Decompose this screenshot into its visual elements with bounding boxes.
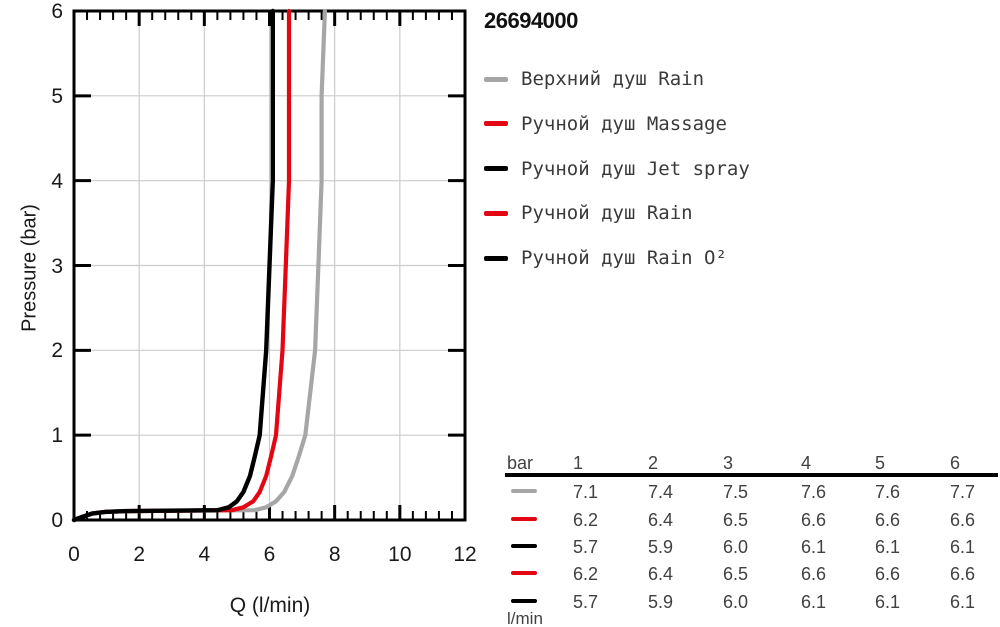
legend-item: Верхний душ Rain — [484, 68, 704, 90]
table-header-rule — [505, 473, 998, 477]
product-number-title: 26694000 — [484, 8, 578, 33]
table-column-header: 3 — [723, 453, 734, 473]
flow-rate-table: bar 1 2 3 4 5 6 7.1 7.4 7.5 7.6 7.6 7.7 6.2 6.4 6.5 6.6 6… — [505, 448, 998, 627]
y-tick-label: 2 — [51, 339, 63, 363]
y-tick-label: 3 — [51, 254, 63, 278]
x-tick-label: 8 — [328, 543, 341, 566]
table-corner-header-bar: bar — [507, 453, 534, 473]
legend-item-label: Ручной душ Massage — [521, 112, 727, 135]
table-cell-value: 7.6 — [875, 482, 901, 502]
table-row-line-swatch — [511, 489, 537, 493]
table-cell-value: 5.9 — [648, 537, 674, 557]
table-cell-value: 6.1 — [801, 537, 827, 557]
table-column-header: 4 — [801, 453, 812, 473]
table-cell-value: 6.6 — [950, 509, 976, 530]
y-tick-label: 1 — [51, 424, 63, 448]
table-cell-value: 6.6 — [950, 564, 976, 584]
table-cell-value: 5.7 — [573, 537, 599, 557]
x-tick-label: 12 — [453, 543, 477, 566]
x-tick-label: 4 — [198, 543, 211, 566]
table-cell-value: 7.4 — [648, 482, 674, 502]
legend-item-label: Ручной душ Rain — [521, 202, 693, 225]
table-cell-value: 5.9 — [648, 591, 674, 612]
legend-item: Ручной душ Massage — [484, 113, 727, 135]
table-cell-value: 6.5 — [723, 564, 749, 584]
legend-line-swatch — [484, 121, 508, 127]
legend-item-label: Ручной душ Rain O² — [521, 247, 727, 269]
legend-item: Ручной душ Rain O² — [484, 247, 727, 269]
table-unit-footer: l/min — [507, 609, 543, 627]
table-cell-value: 7.7 — [950, 482, 976, 502]
flow-pressure-chart — [71, 8, 467, 523]
flow-curve-2 — [71, 8, 275, 523]
table-cell-value: 6.4 — [648, 509, 674, 530]
table-column-header: 6 — [950, 453, 961, 473]
table-row-line-swatch — [511, 516, 537, 521]
table-cell-value: 6.1 — [801, 591, 827, 612]
table-cell-value: 6.4 — [648, 564, 674, 584]
y-axis-label: Pressure (bar) — [18, 204, 41, 332]
table-cell-value: 5.7 — [573, 591, 599, 612]
x-axis-label: Q (l/min) — [229, 594, 311, 617]
table-row-line-swatch — [511, 544, 537, 548]
table-cell-value: 6.6 — [875, 509, 901, 530]
legend-line-swatch — [484, 210, 508, 216]
table-row-line-swatch — [511, 571, 537, 575]
table-cell-value: 6.6 — [875, 564, 901, 584]
table-cell-value: 6.1 — [875, 537, 901, 557]
y-tick-label: 6 — [51, 0, 63, 23]
table-cell-value: 6.1 — [950, 591, 976, 612]
table-cell-value: 6.6 — [801, 509, 827, 530]
table-cell-value: 7.5 — [723, 482, 749, 502]
legend-item-label: Верхний душ Rain — [521, 68, 705, 90]
table-column-header: 5 — [875, 453, 886, 473]
table-cell-value: 6.2 — [573, 509, 599, 530]
legend-line-swatch — [484, 76, 508, 82]
table-column-header: 2 — [648, 453, 659, 473]
table-cell-value: 6.0 — [723, 537, 749, 557]
y-tick-label: 4 — [51, 169, 63, 193]
legend-line-swatch — [484, 166, 508, 171]
x-tick-label: 2 — [133, 543, 145, 566]
table-cell-value: 6.0 — [723, 591, 749, 612]
legend-item-label: Ручной душ Jet spray — [521, 157, 750, 180]
table-cell-value: 7.1 — [573, 482, 599, 502]
legend-item: Ручной душ Rain — [484, 202, 693, 224]
x-tick-label: 0 — [68, 543, 80, 566]
table-cell-value: 6.2 — [573, 564, 599, 584]
y-tick-label: 5 — [51, 84, 63, 108]
legend-item: Ручной душ Jet spray — [484, 158, 750, 180]
table-cell-value: 6.6 — [801, 564, 827, 584]
legend-line-swatch — [484, 255, 508, 261]
x-tick-label: 6 — [263, 543, 276, 566]
y-tick-label: 0 — [51, 509, 63, 532]
table-cell-value: 7.6 — [801, 482, 827, 502]
table-row-line-swatch — [511, 598, 537, 603]
table-cell-value: 6.5 — [723, 509, 749, 530]
table-cell-value: 6.1 — [875, 591, 901, 612]
table-column-header: 1 — [573, 453, 584, 473]
table-cell-value: 6.1 — [950, 537, 976, 557]
x-tick-label: 10 — [388, 543, 412, 566]
